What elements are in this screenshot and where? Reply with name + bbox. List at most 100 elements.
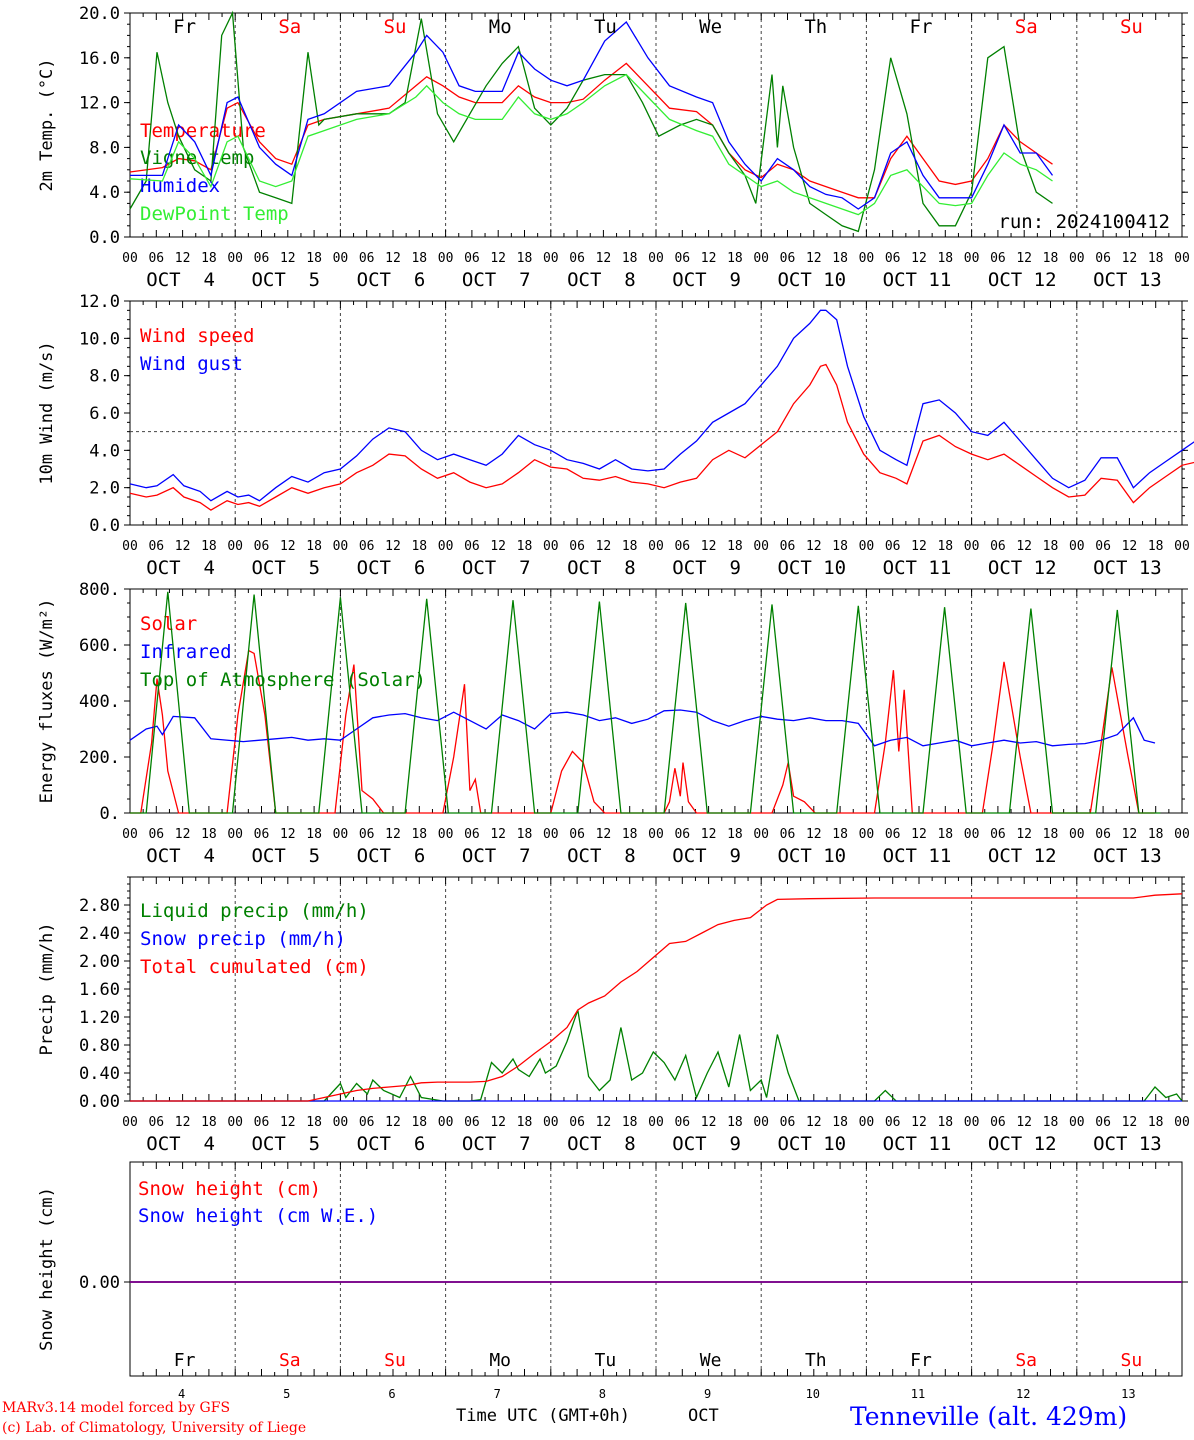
hour-label: 18 [937, 539, 953, 554]
weekday-label: We [700, 1350, 722, 1371]
hour-label: 06 [885, 251, 901, 266]
y-tick-label: 8.0 [89, 367, 120, 387]
date-label: OCT 9 [672, 269, 741, 291]
y-tick-label: 10.0 [79, 329, 120, 349]
hour-label: 18 [517, 827, 533, 842]
hour-label: 12 [1016, 251, 1032, 266]
hour-label: 12 [175, 539, 191, 554]
hour-label: 06 [359, 1115, 375, 1130]
weekday-label: Su [384, 16, 407, 38]
hour-label: 12 [911, 251, 927, 266]
weekday-label: Mo [489, 1350, 511, 1371]
series-humidex [130, 20, 1054, 210]
hour-label: 12 [175, 827, 191, 842]
hour-label: 18 [622, 1115, 638, 1130]
hour-label: 18 [306, 539, 322, 554]
hour-label: 00 [438, 251, 454, 266]
hour-label: 12 [490, 539, 506, 554]
date-label: OCT 6 [357, 1133, 426, 1155]
hour-label: 00 [122, 539, 138, 554]
hour-label: 06 [674, 251, 690, 266]
hour-label: 12 [175, 251, 191, 266]
hour-label: 06 [569, 539, 585, 554]
date-label: OCT 6 [357, 269, 426, 291]
date-label: OCT 11 [883, 1133, 952, 1155]
hour-label: 06 [254, 539, 270, 554]
hour-label: 00 [964, 251, 980, 266]
hour-label: 18 [622, 251, 638, 266]
hour-label: 18 [411, 1115, 427, 1130]
date-label: OCT 10 [777, 557, 846, 579]
hour-label: 00 [648, 1115, 664, 1130]
weekday-label: Fr [910, 16, 933, 38]
day-number: 11 [911, 1387, 925, 1401]
date-label: OCT 10 [777, 1133, 846, 1155]
hour-label: 00 [1069, 539, 1085, 554]
hour-label: 06 [1095, 1115, 1111, 1130]
hour-label: 12 [1122, 1115, 1138, 1130]
series-total-cumulated-cm- [130, 893, 1183, 1102]
hour-label: 06 [674, 827, 690, 842]
date-label: OCT 5 [251, 557, 320, 579]
hour-label: 06 [569, 827, 585, 842]
hour-label: 06 [464, 539, 480, 554]
hour-label: 18 [832, 539, 848, 554]
day-number: 7 [494, 1387, 501, 1401]
hour-label: 06 [990, 539, 1006, 554]
weekday-label: Su [1120, 16, 1143, 38]
hour-label: 12 [911, 1115, 927, 1130]
y-axis-label: 10m Wind (m/s) [37, 341, 57, 484]
hour-label: 12 [280, 539, 296, 554]
date-label: OCT 8 [567, 1133, 636, 1155]
hour-label: 06 [1095, 827, 1111, 842]
y-axis-label: Snow height (cm) [37, 1187, 57, 1351]
hour-label: 00 [648, 251, 664, 266]
hour-label: 00 [122, 1115, 138, 1130]
hour-label: 06 [1095, 539, 1111, 554]
hour-label: 06 [990, 251, 1006, 266]
hour-label: 06 [885, 539, 901, 554]
hour-label: 18 [1043, 251, 1059, 266]
y-axis-label: Precip (mm/h) [37, 922, 57, 1055]
hour-label: 06 [464, 827, 480, 842]
hour-label: 06 [148, 827, 164, 842]
hour-label: 00 [122, 251, 138, 266]
y-axis-label: 2m Temp. (°C) [37, 58, 57, 191]
legend-entry: Liquid precip (mm/h) [140, 900, 369, 922]
hour-label: 18 [411, 251, 427, 266]
hour-label: 12 [1016, 1115, 1032, 1130]
hour-label: 18 [1148, 1115, 1164, 1130]
hour-label: 00 [648, 827, 664, 842]
legend-entry: Temperature [140, 120, 266, 142]
y-tick-label: 2.00 [79, 952, 120, 972]
legend-entry: Wind speed [140, 325, 254, 347]
legend-entry: Infrared [140, 641, 232, 663]
hour-label: 00 [333, 539, 349, 554]
y-tick-label: 16.0 [79, 49, 120, 69]
weekday-label: Th [805, 1350, 827, 1371]
y-tick-label: 0.0 [89, 228, 120, 248]
y-tick-label: 4.0 [89, 183, 120, 203]
hour-label: 12 [596, 251, 612, 266]
hour-label: 06 [780, 1115, 796, 1130]
legend-entry: Top of Atmosphere (Solar) [140, 669, 426, 691]
date-label: OCT 8 [567, 557, 636, 579]
hour-label: 12 [490, 251, 506, 266]
hour-label: 18 [517, 251, 533, 266]
hour-label: 18 [727, 1115, 743, 1130]
legend-entry: Solar [140, 613, 197, 635]
hour-label: 06 [780, 251, 796, 266]
hour-label: 18 [411, 827, 427, 842]
hour-label: 00 [122, 827, 138, 842]
hour-label: 06 [254, 251, 270, 266]
legend-entry: Snow height (cm) [138, 1178, 321, 1200]
hour-label: 12 [701, 251, 717, 266]
hour-label: 00 [333, 827, 349, 842]
hour-label: 18 [727, 827, 743, 842]
hour-label: 00 [753, 539, 769, 554]
date-label: OCT 13 [1093, 557, 1162, 579]
hour-label: 18 [937, 1115, 953, 1130]
legend-entry: Wind gust [140, 353, 243, 375]
hour-label: 18 [832, 1115, 848, 1130]
panel-2: 0.0 2.0 4.0 6.0 8.0 10.0 12.0 10m Wind (m/s) 00 0… [37, 292, 1194, 579]
